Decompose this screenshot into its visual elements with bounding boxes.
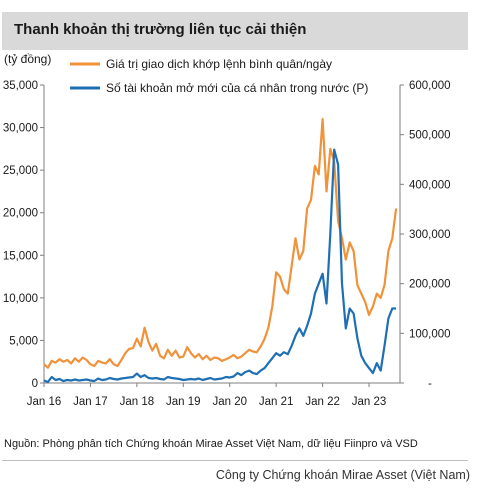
y-right-tick-label: 300,000 [409, 229, 451, 241]
series-line-2 [43, 148, 397, 384]
y-right-tick-label: 500,000 [409, 130, 451, 142]
page-title: Thanh khoản thị trường liên tục cải thiệ… [14, 21, 307, 38]
legend-label-2: Số tài khoản mở mới của cá nhân trong nư… [106, 81, 368, 95]
y-right-tick-label: 600,000 [409, 80, 451, 92]
y-left-tick-label: 10,000 [3, 293, 38, 305]
x-tick-label: Jan 21 [259, 396, 294, 408]
x-tick-label: Jan 17 [73, 396, 108, 408]
y-left-tick-label: 35,000 [3, 80, 38, 92]
chart-legend: Giá trị giao dịch khớp lệnh bình quân/ng… [70, 57, 368, 95]
y-axis-unit-label: (tỷ đồng) [4, 52, 51, 66]
chart-axes: 0 5,000 10,000 15,000 20,000 25,000 30,000 35,0… [3, 80, 451, 408]
y-right-tick-label: 200,000 [409, 279, 451, 291]
y-left-tick-label: 5,000 [9, 335, 38, 347]
x-tick-label: Jan 19 [166, 396, 201, 408]
x-tick-label: Jan 23 [352, 396, 387, 408]
y-left-tick-label: 25,000 [3, 165, 38, 177]
y-left-tick-label: 20,000 [3, 208, 38, 220]
footer-divider [2, 460, 468, 461]
y-right-tick-label: - [428, 378, 432, 390]
source-note: Nguồn: Phòng phân tích Chứng khoán Mirae… [4, 438, 418, 450]
legend-label-1: Giá trị giao dịch khớp lệnh bình quân/ng… [106, 57, 332, 71]
y-left-tick-label: 30,000 [3, 123, 38, 135]
company-footer: Công ty Chứng khoán Mirae Asset (Việt Na… [215, 468, 470, 482]
series-line-1 [43, 117, 398, 369]
y-right-tick-label: 100,000 [409, 328, 451, 340]
x-tick-label: Jan 18 [120, 396, 155, 408]
x-tick-label: Jan 20 [212, 396, 247, 408]
line-chart: (tỷ đồng) Giá trị giao dịch khớp lệnh bì… [3, 52, 451, 408]
y-left-tick-label: 15,000 [3, 250, 38, 262]
x-tick-label: Jan 22 [305, 396, 340, 408]
title-bar: Thanh khoản thị trường liên tục cải thiệ… [2, 12, 468, 50]
y-left-tick-label: 0 [32, 378, 38, 390]
chart-series [43, 117, 398, 384]
y-right-tick-label: 400,000 [409, 179, 451, 191]
x-tick-label: Jan 16 [27, 396, 62, 408]
